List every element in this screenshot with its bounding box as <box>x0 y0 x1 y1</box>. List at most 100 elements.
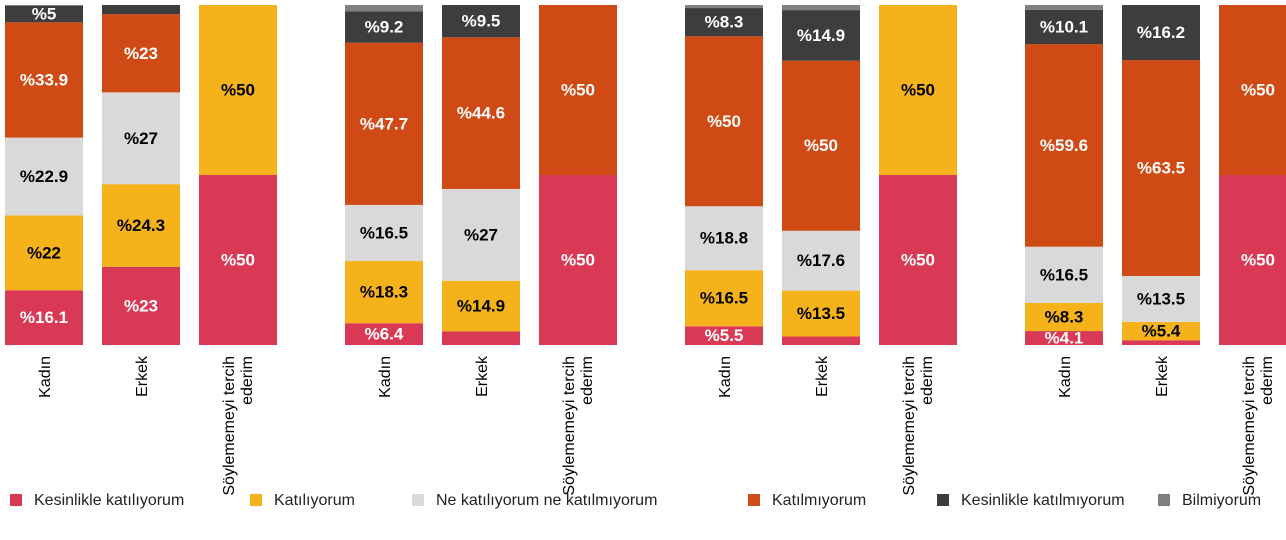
value-label: %23 <box>124 296 158 315</box>
bar-segment <box>782 5 860 11</box>
value-label: %50 <box>1241 80 1275 99</box>
x-tick-label: Söylememeyi tercihederim <box>901 356 936 496</box>
bar-segment <box>1025 5 1103 10</box>
value-label: %13.5 <box>1137 289 1185 308</box>
bar-segment <box>5 22 83 138</box>
value-label: %16.5 <box>360 223 408 242</box>
value-label: %50 <box>221 80 255 99</box>
bar-segment <box>1025 331 1103 345</box>
bar-segment <box>102 5 180 15</box>
bar-segment <box>345 11 423 43</box>
value-label: %5 <box>32 4 57 23</box>
bar-segment <box>442 5 520 38</box>
bar-segment <box>782 336 860 345</box>
bar-segment <box>539 175 617 345</box>
value-label: %4.1 <box>1045 329 1084 348</box>
value-label: %22 <box>27 243 61 262</box>
bar-segment <box>782 10 860 61</box>
value-label: %16.1 <box>20 308 68 327</box>
value-label: %23 <box>124 44 158 63</box>
bar-segment <box>1122 60 1200 276</box>
value-label: %9.5 <box>462 12 501 31</box>
x-tick-label: Erkek <box>134 355 151 397</box>
value-label: %50 <box>901 80 935 99</box>
x-tick-label: Erkek <box>474 355 491 397</box>
bar-segment <box>1025 9 1103 45</box>
value-label: %59.6 <box>1040 136 1088 155</box>
x-tick-label: Kadın <box>1057 356 1074 398</box>
legend-label: Katılmıyorum <box>772 492 866 509</box>
legend-label: Ne katılıyorum ne katılmıyorum <box>436 492 657 509</box>
bar-segment <box>442 331 520 345</box>
value-label: %22.9 <box>20 167 68 186</box>
legend-swatch <box>412 494 424 506</box>
legend-swatch <box>937 494 949 506</box>
bar-segment <box>442 188 520 281</box>
bar-segment <box>782 290 860 337</box>
bar-segment <box>345 42 423 205</box>
value-label: %27 <box>464 225 498 244</box>
value-label: %18.8 <box>700 229 748 248</box>
value-label: %14.9 <box>457 297 505 316</box>
x-tick-label: Erkek <box>814 355 831 397</box>
bar-segment <box>685 326 763 345</box>
value-label: %5.4 <box>1142 322 1181 341</box>
bar-segment <box>102 266 180 345</box>
bar-segment <box>442 37 520 189</box>
value-label: %16.5 <box>1040 265 1088 284</box>
value-label: %50 <box>221 250 255 269</box>
value-label: %9.2 <box>365 18 404 37</box>
bar-segment <box>442 280 520 332</box>
bar-segment <box>539 5 617 175</box>
bar-segment <box>345 323 423 345</box>
value-label: %17.6 <box>797 251 845 270</box>
value-label: %24.3 <box>117 216 165 235</box>
bar-segment <box>879 5 957 175</box>
bar-segment <box>199 5 277 175</box>
x-tick-label: Söylememeyi tercihederim <box>561 356 596 496</box>
value-label: %14.9 <box>797 26 845 45</box>
bar-segment <box>782 60 860 231</box>
bar-segment <box>5 215 83 291</box>
value-label: %50 <box>561 250 595 269</box>
value-label: %13.5 <box>797 304 845 323</box>
x-tick-label: Söylememeyi tercihederim <box>1241 356 1276 496</box>
bar-segment <box>5 137 83 216</box>
bar-segment <box>685 8 763 37</box>
value-label: %47.7 <box>360 114 408 133</box>
value-label: %8.3 <box>705 13 744 32</box>
value-label: %63.5 <box>1137 159 1185 178</box>
value-label: %6.4 <box>365 325 404 344</box>
bar-segment <box>345 261 423 324</box>
value-label: %33.9 <box>20 70 68 89</box>
bar-segment <box>782 230 860 291</box>
legend-label: Katılıyorum <box>274 492 355 509</box>
x-tick-label: Söylememeyi tercihederim <box>221 356 256 496</box>
value-label: %5.5 <box>705 326 744 345</box>
bar-segment <box>345 204 423 262</box>
legend-label: Kesinlikle katılıyorum <box>34 492 184 509</box>
value-label: %50 <box>804 136 838 155</box>
bar-segment <box>685 206 763 271</box>
bar-segment <box>102 14 180 93</box>
legend-label: Kesinlikle katılmıyorum <box>961 492 1125 509</box>
bar-segment <box>1025 246 1103 303</box>
bar-segment <box>345 5 423 12</box>
bar-segment <box>1025 44 1103 247</box>
bar-segment <box>685 5 763 9</box>
bar-segment <box>199 175 277 345</box>
bar-segment <box>5 290 83 345</box>
bar-segment <box>1025 302 1103 332</box>
bar-segment <box>879 175 957 345</box>
bar-segment <box>1122 5 1200 61</box>
bar-segment <box>102 184 180 267</box>
bar-segment <box>5 5 83 23</box>
value-label: %16.2 <box>1137 23 1185 42</box>
bar-segment <box>1219 5 1286 175</box>
x-tick-label: Erkek <box>1154 355 1171 397</box>
bar-segment <box>1122 275 1200 322</box>
value-label: %50 <box>1241 250 1275 269</box>
bar-segment <box>1122 321 1200 341</box>
value-label: %27 <box>124 129 158 148</box>
